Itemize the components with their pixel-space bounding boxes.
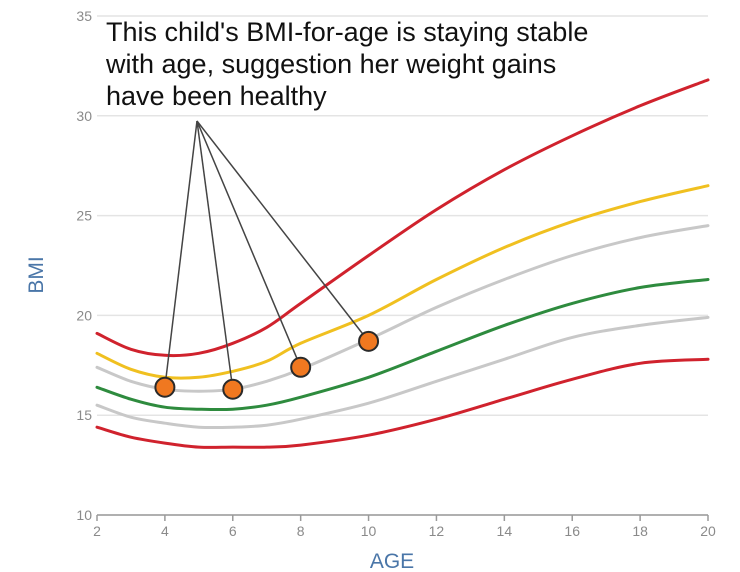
x-tick-label: 10: [361, 523, 377, 539]
y-tick-label: 10: [76, 507, 92, 523]
leader-line: [196, 120, 364, 335]
y-tick-label: 20: [76, 307, 92, 323]
percentile-curve-3: [95, 224, 710, 393]
x-tick-label: 12: [429, 523, 445, 539]
x-tick-label: 18: [632, 523, 648, 539]
y-tick-label: 15: [76, 407, 92, 423]
annotation-leader-lines: [165, 120, 364, 380]
x-tick-label: 20: [700, 523, 716, 539]
percentile-curve-4: [95, 278, 710, 412]
percentile-curve-2: [95, 184, 710, 380]
annotation-line-3: have been healthy: [106, 81, 327, 111]
leader-line: [165, 120, 198, 378]
data-point: [154, 376, 176, 398]
x-tick-label: 14: [497, 523, 513, 539]
x-axis-title: AGE: [370, 550, 414, 572]
data-points: [154, 330, 380, 400]
y-tick-labels: 10 15 20 25 30 35: [76, 8, 92, 523]
annotation-line-1: This child's BMI-for-age is staying stab…: [106, 17, 588, 47]
data-point: [222, 378, 244, 400]
x-tick-label: 6: [229, 523, 237, 539]
y-tick-label: 25: [76, 208, 92, 224]
x-tick-labels: 2 4 6 8 10 12 14 16 18 20: [93, 515, 716, 539]
gridlines: [97, 15, 708, 516]
x-tick-label: 2: [93, 523, 101, 539]
percentile-curve-6: [95, 357, 710, 449]
x-tick-label: 8: [297, 523, 305, 539]
y-tick-label: 35: [76, 8, 92, 24]
y-tick-label: 30: [76, 108, 92, 124]
percentile-curve-5: [95, 315, 710, 430]
y-axis-title: BMI: [25, 256, 48, 293]
data-point: [290, 356, 312, 378]
percentile-curves: [95, 78, 710, 449]
data-point: [358, 330, 380, 352]
annotation-line-2: with age, suggestion her weight gains: [105, 49, 556, 79]
x-tick-label: 16: [564, 523, 580, 539]
percentile-curve-1: [95, 78, 710, 358]
x-tick-label: 4: [161, 523, 169, 539]
leader-line: [196, 120, 233, 380]
leader-line: [196, 120, 298, 359]
